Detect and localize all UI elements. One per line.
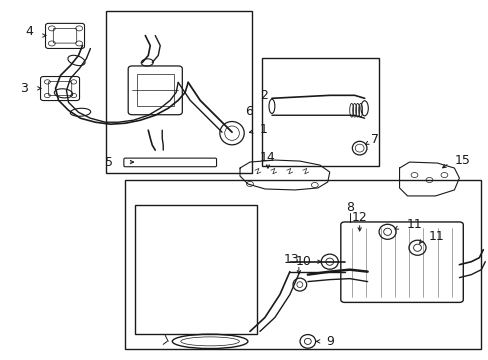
Text: 1: 1 [259, 123, 267, 136]
Text: 4: 4 [25, 26, 33, 39]
Text: 13: 13 [284, 253, 299, 266]
Text: 6: 6 [244, 105, 252, 118]
Text: 7: 7 [370, 132, 379, 146]
Text: 10: 10 [295, 255, 310, 268]
Bar [105, 12, 251, 173]
Text: 3: 3 [20, 82, 28, 95]
Text: 12: 12 [351, 211, 367, 224]
Text: 14: 14 [260, 150, 275, 163]
Text: 11: 11 [427, 230, 443, 243]
Text: 8: 8 [345, 201, 353, 215]
Text: 15: 15 [453, 154, 469, 167]
Text: 5: 5 [105, 156, 113, 169]
Text: 11: 11 [407, 218, 422, 231]
Text: 2: 2 [260, 89, 268, 102]
Bar [261, 58, 378, 166]
Bar [137, 74, 173, 107]
Text: 9: 9 [325, 335, 333, 348]
Bar [125, 180, 480, 348]
Bar [135, 205, 256, 334]
